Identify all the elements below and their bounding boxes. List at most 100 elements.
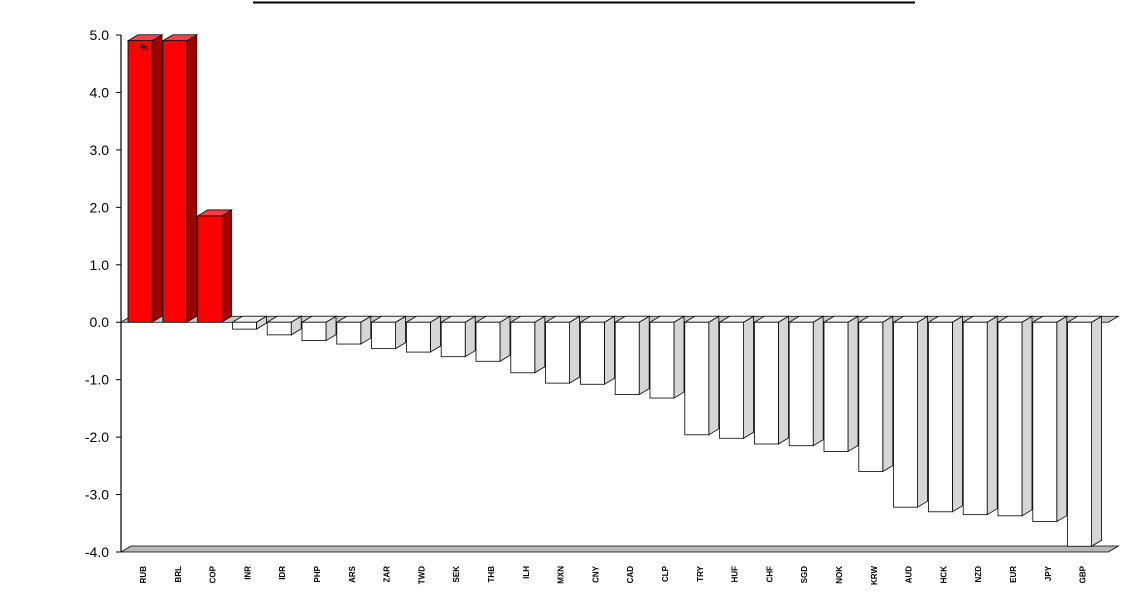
bar-side	[151, 34, 163, 323]
category-label: KRW	[870, 566, 879, 585]
bar-front	[440, 321, 466, 358]
category-label: EUR	[1009, 566, 1018, 583]
bar	[718, 315, 756, 439]
category-label: HUF	[731, 566, 740, 583]
bar	[892, 315, 930, 508]
bar	[683, 315, 721, 436]
bar-front	[928, 321, 953, 513]
category-label: CHF	[765, 566, 774, 583]
bar-side	[569, 315, 580, 384]
bar	[961, 315, 999, 516]
bar-side	[743, 315, 754, 439]
bar-front	[405, 321, 431, 353]
y-tick-label: 1.0	[90, 257, 110, 273]
bar	[439, 315, 477, 358]
category-label: CNY	[591, 565, 600, 583]
y-tick-label: -4.0	[85, 544, 109, 560]
bar-front	[371, 321, 397, 350]
bar	[265, 315, 303, 336]
bar-side	[708, 315, 720, 436]
bar	[196, 209, 234, 323]
bar-side	[917, 315, 928, 508]
category-label: CLP	[661, 565, 670, 582]
bar-side	[221, 209, 233, 323]
bar-side	[882, 315, 894, 473]
bar-front	[162, 40, 188, 323]
y-tick-label: -1.0	[85, 372, 109, 388]
bar-front	[1067, 321, 1092, 547]
bar	[370, 315, 408, 350]
category-label: RUB	[139, 566, 148, 584]
category-label: PHP	[313, 565, 322, 582]
bar	[613, 315, 651, 396]
y-tick-label: -3.0	[85, 487, 109, 503]
bar-side	[812, 315, 824, 447]
category-label: THB	[487, 566, 496, 583]
category-label: SEK	[452, 566, 461, 583]
category-label: ZAR	[383, 566, 392, 583]
bar-front	[475, 321, 501, 362]
bar	[161, 34, 199, 323]
category-label: TRY	[696, 565, 705, 581]
y-tick-label: 5.0	[90, 27, 110, 43]
bar-side	[186, 34, 198, 323]
bar-front	[823, 321, 849, 452]
bar-front	[719, 321, 744, 439]
bar-front	[580, 321, 605, 385]
category-label: BRL	[174, 566, 183, 583]
y-tick-label: 2.0	[90, 199, 110, 215]
category-label: AUD	[905, 566, 914, 584]
bar-side	[847, 315, 859, 453]
bar-side	[986, 315, 998, 516]
category-label: GBP	[1079, 565, 1088, 583]
data-label: %	[140, 43, 148, 53]
category-label: ARS	[348, 565, 357, 583]
category-label: NZD	[974, 566, 983, 583]
category-label: IDR	[278, 566, 287, 580]
bar-front	[1032, 321, 1058, 522]
bar	[1031, 315, 1069, 523]
bar-side	[464, 315, 476, 358]
bar-side	[499, 315, 511, 362]
bar	[335, 315, 373, 345]
bar-front	[754, 321, 779, 445]
category-label: ILH	[522, 566, 531, 579]
bar-front	[997, 321, 1023, 517]
category-label: TWD	[417, 566, 426, 584]
y-tick-label: 4.0	[90, 84, 110, 100]
bar-side	[1056, 315, 1068, 523]
bar	[926, 315, 964, 513]
bar-front	[614, 321, 640, 396]
bar	[578, 315, 616, 385]
bar-side	[673, 315, 685, 399]
bar-side	[604, 315, 615, 385]
bar-side	[778, 315, 789, 445]
category-label: CAD	[626, 566, 635, 584]
bar-front	[231, 321, 257, 330]
bar	[230, 315, 268, 330]
bar-side	[952, 315, 963, 513]
y-tick-label: -2.0	[85, 429, 109, 445]
bar-side	[1091, 315, 1102, 547]
bar	[404, 315, 442, 353]
bar-front	[788, 321, 814, 447]
category-label: SGD	[800, 566, 809, 584]
y-tick-label: 3.0	[90, 142, 110, 158]
bar-side	[638, 315, 650, 396]
bar-side	[534, 315, 546, 374]
bar	[300, 315, 338, 342]
category-label: COP	[209, 565, 218, 583]
bar	[544, 315, 582, 384]
bar	[996, 315, 1034, 517]
bar-front	[266, 321, 292, 336]
bar-front	[545, 321, 570, 384]
bar	[509, 315, 547, 374]
bar	[648, 315, 686, 399]
bar	[822, 315, 860, 453]
bar-front	[893, 321, 918, 508]
bar-front	[127, 40, 153, 323]
category-label: MXN	[557, 566, 566, 584]
category-label: HCK	[939, 566, 948, 584]
bar-front	[197, 215, 223, 323]
